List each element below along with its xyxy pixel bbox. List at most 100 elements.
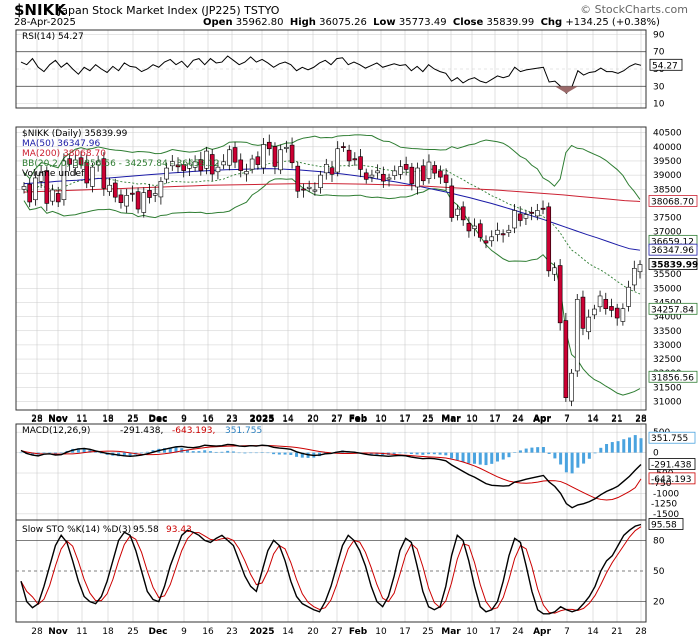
macd-histogram-bar xyxy=(191,451,195,453)
candle-body xyxy=(523,214,529,219)
macd-last-box xyxy=(648,458,696,470)
x-tick-label-price: 25 xyxy=(127,414,138,424)
macd-histogram-bar xyxy=(180,448,184,453)
candle-body xyxy=(472,225,477,229)
candle-body xyxy=(529,211,534,214)
candle-body xyxy=(278,149,283,171)
macd-histogram-bar xyxy=(450,452,454,459)
candle-body xyxy=(158,181,164,198)
x-tick-label-sto: 16 xyxy=(202,627,214,637)
macd-panel-frame xyxy=(15,423,647,521)
candle-body xyxy=(284,147,289,149)
x-tick-label-rsi: Apr xyxy=(533,415,551,425)
x-tick-label-sto: 20 xyxy=(307,627,319,637)
price-legend-item: $NIKK (Daily) 35839.99 xyxy=(22,129,128,139)
x-tick-label-rsi: 10 xyxy=(375,415,387,425)
x-tick-label-rsi: 24 xyxy=(512,415,524,425)
price-tick-label: 31000 xyxy=(653,398,682,408)
candle-body xyxy=(620,308,626,322)
price-last-label: 31856.56 xyxy=(651,373,694,383)
x-tick-label-rsi: Feb xyxy=(349,415,368,425)
x-tick-label-sto: Mar xyxy=(441,627,461,637)
macd-histogram-bar xyxy=(254,452,258,454)
candle-body xyxy=(21,186,27,190)
macd-histogram-bar xyxy=(564,452,568,473)
candle-body xyxy=(466,222,472,232)
candle-body xyxy=(449,185,455,218)
macd-histogram-bar xyxy=(524,448,528,453)
candle-body xyxy=(426,161,432,179)
low-value: 35773.49 xyxy=(398,17,447,28)
macd-histogram-bar xyxy=(501,452,505,460)
macd-histogram-bar xyxy=(610,442,614,453)
candle-body xyxy=(272,146,278,167)
candle-body xyxy=(152,193,158,196)
candle-body xyxy=(563,320,569,398)
macd-tick-label: -1000 xyxy=(653,489,679,499)
macd-histogram-bar xyxy=(174,447,178,453)
sto-panel-frame xyxy=(15,519,647,623)
x-tick-label-price: Dec xyxy=(149,414,168,424)
candle-body xyxy=(358,156,363,170)
candle-body xyxy=(67,158,72,165)
candle-body xyxy=(78,157,84,165)
macd-histogram-bar xyxy=(76,448,80,453)
rsi-legend: RSI(14) 54.27 xyxy=(22,32,84,42)
candle-body xyxy=(535,210,540,217)
macd-histogram-bar xyxy=(605,444,609,453)
macd-histogram-bar xyxy=(243,452,247,454)
macd-histogram-bar xyxy=(582,452,586,464)
candle-body xyxy=(415,167,420,188)
macd-histogram-bar xyxy=(283,452,287,455)
price-tick-label: 33000 xyxy=(653,341,682,351)
candle-body xyxy=(90,166,95,187)
macd-histogram-bar xyxy=(639,438,643,453)
macd-histogram-bar xyxy=(48,452,52,454)
x-tick-label-price: 11 xyxy=(76,414,87,424)
macd-last-label: -643.193 xyxy=(651,475,691,485)
x-tick-label-rsi: 9 xyxy=(181,415,187,425)
candle-body xyxy=(204,150,209,169)
candle-body xyxy=(512,210,517,229)
macd-histogram-bar xyxy=(231,451,235,453)
macd-histogram-bar xyxy=(404,452,408,454)
macd-last-label: -1250 xyxy=(651,500,677,510)
candle-body xyxy=(403,164,409,170)
x-tick-label-price: 17 xyxy=(399,414,410,424)
x-tick-label-rsi: 18 xyxy=(102,415,114,425)
symbol: $NIKK xyxy=(14,1,66,19)
candle-body xyxy=(61,160,67,200)
candle-body xyxy=(33,177,38,201)
candle-body xyxy=(107,184,112,192)
x-tick-label-rsi: 25 xyxy=(127,415,138,425)
candle-body xyxy=(312,189,318,192)
price-tick-label: 40000 xyxy=(653,143,682,153)
macd-histogram-bar xyxy=(392,452,396,455)
stockcharts-watermark: © StockCharts.com xyxy=(580,3,688,16)
macd-last-label: -291.438 xyxy=(651,461,692,471)
date: 28-Apr-2025 xyxy=(14,17,76,28)
candle-body xyxy=(84,161,90,184)
sto-legend-d: 93.43 xyxy=(166,525,192,535)
x-tick-label-rsi: Mar xyxy=(441,415,461,425)
candle-body xyxy=(517,213,523,221)
candle-body xyxy=(363,172,369,180)
x-tick-label-rsi: 14 xyxy=(587,415,599,425)
candle-body xyxy=(255,156,261,165)
x-tick-label-rsi: 23 xyxy=(226,415,237,425)
price-tick-label: 37000 xyxy=(653,228,682,238)
x-tick-label-price: Nov xyxy=(48,414,68,424)
x-tick-label-price: 23 xyxy=(226,414,237,424)
x-tick-label-price: 18 xyxy=(102,414,114,424)
candle-body xyxy=(438,170,443,178)
price-last-box xyxy=(648,302,698,315)
x-tick-label-rsi: 28 xyxy=(635,415,647,425)
sto-last-box xyxy=(648,518,684,530)
sto-tick-label: 80 xyxy=(653,536,665,546)
macd-last-box xyxy=(648,472,696,485)
x-tick-label-sto: 28 xyxy=(635,627,647,637)
candle-body xyxy=(50,189,55,202)
macd-last-label: 351.755 xyxy=(651,434,688,444)
bb-lower-line xyxy=(23,178,641,396)
sto-tick-label: 20 xyxy=(653,598,665,608)
